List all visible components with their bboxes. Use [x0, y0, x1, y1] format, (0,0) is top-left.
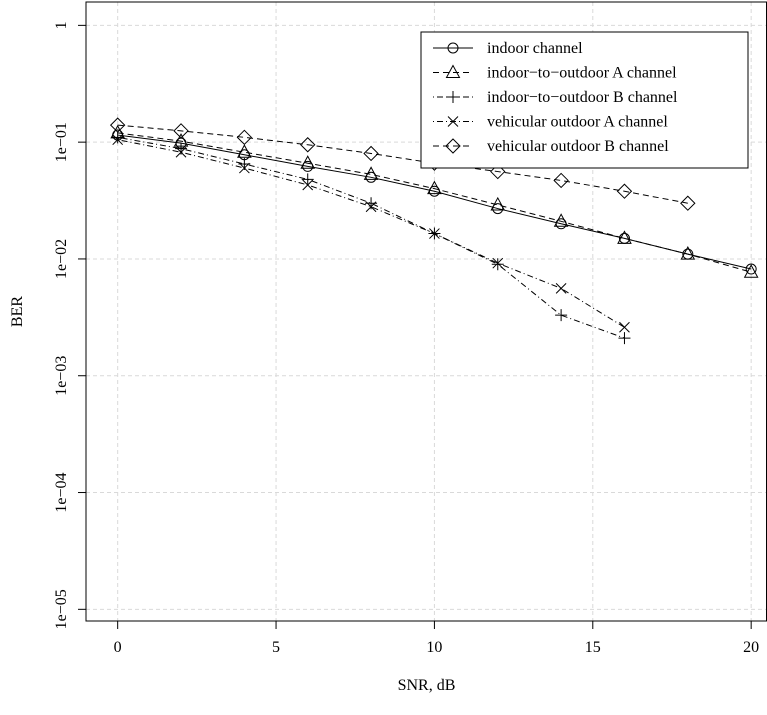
- legend-label: indoor−to−outdoor B channel: [487, 89, 678, 106]
- series-line: [117, 136, 625, 339]
- cross-marker: [555, 282, 567, 294]
- legend-label: vehicular outdoor A channel: [487, 114, 668, 131]
- diamond-marker: [173, 123, 189, 139]
- plus-marker: [111, 131, 124, 144]
- x-tick-label: 15: [585, 639, 601, 656]
- diamond-marker: [300, 137, 316, 153]
- circle-marker: [447, 42, 459, 54]
- diamond-marker: [445, 138, 461, 154]
- y-axis-label: BER: [9, 296, 26, 327]
- circle-marker: [745, 263, 757, 275]
- x-tick-label: 10: [426, 639, 442, 656]
- diamond-marker: [109, 117, 126, 133]
- plus-marker: [491, 258, 504, 271]
- cross-marker: [429, 228, 440, 239]
- series-line: [117, 139, 625, 328]
- triangle-marker: [363, 166, 379, 180]
- x-axis-label: SNR, dB: [398, 677, 456, 694]
- series-2: [110, 124, 759, 278]
- grid: [86, 2, 767, 621]
- plus-marker: [301, 173, 314, 186]
- cross-marker: [239, 162, 250, 174]
- legend-label: indoor channel: [487, 40, 583, 57]
- triangle-marker: [553, 213, 569, 227]
- plus-marker: [618, 332, 631, 345]
- y-tick-label: 1e−03: [53, 356, 70, 396]
- cross-marker: [302, 179, 314, 191]
- axes: 0 5 10 15 20 1e−05 1e−04 1e−03 1e−02 1e−01 1: [53, 21, 759, 656]
- x-tick-label: 5: [272, 639, 280, 656]
- diamond-marker: [363, 145, 379, 162]
- diamond-marker: [490, 163, 506, 180]
- triangle-marker: [427, 180, 442, 195]
- cross-marker: [175, 146, 187, 158]
- series-5: [109, 117, 696, 211]
- triangle-marker: [743, 264, 759, 278]
- cross-marker: [447, 116, 459, 127]
- cross-marker: [619, 321, 630, 333]
- cross-marker: [365, 201, 377, 213]
- y-tick-label: 1: [53, 21, 70, 29]
- series-4: [112, 134, 630, 333]
- plus-marker: [555, 309, 568, 322]
- legend-label: indoor−to−outdoor A channel: [487, 65, 677, 82]
- series-group: [109, 117, 759, 345]
- circle-marker: [492, 203, 504, 215]
- triangle-marker: [237, 144, 252, 158]
- triangle-marker: [490, 196, 506, 211]
- diamond-marker: [680, 195, 696, 211]
- series-line: [117, 134, 752, 270]
- diamond-marker: [616, 183, 633, 199]
- series-line: [117, 124, 688, 204]
- legend: indoor channel indoor−to−outdoor A channe…: [420, 31, 749, 169]
- y-tick-label: 1e−02: [53, 239, 70, 279]
- legend-label: vehicular outdoor B channel: [487, 138, 669, 155]
- triangle-marker: [680, 246, 696, 260]
- y-tick-label: 1e−05: [53, 589, 70, 629]
- cross-marker: [492, 257, 504, 269]
- y-tick-label: 1e−04: [53, 472, 70, 512]
- diamond-marker: [553, 172, 569, 189]
- cross-marker: [112, 134, 124, 146]
- triangle-marker: [300, 155, 316, 169]
- triangle-marker: [445, 64, 461, 78]
- x-tick-label: 0: [114, 639, 122, 656]
- plus-marker: [447, 91, 459, 103]
- legend-box: [420, 31, 749, 169]
- series-line: [117, 132, 752, 273]
- y-tick-label: 1e−01: [53, 122, 70, 162]
- x-tick-label: 20: [743, 639, 759, 656]
- diamond-marker: [236, 129, 253, 146]
- triangle-marker: [617, 230, 632, 244]
